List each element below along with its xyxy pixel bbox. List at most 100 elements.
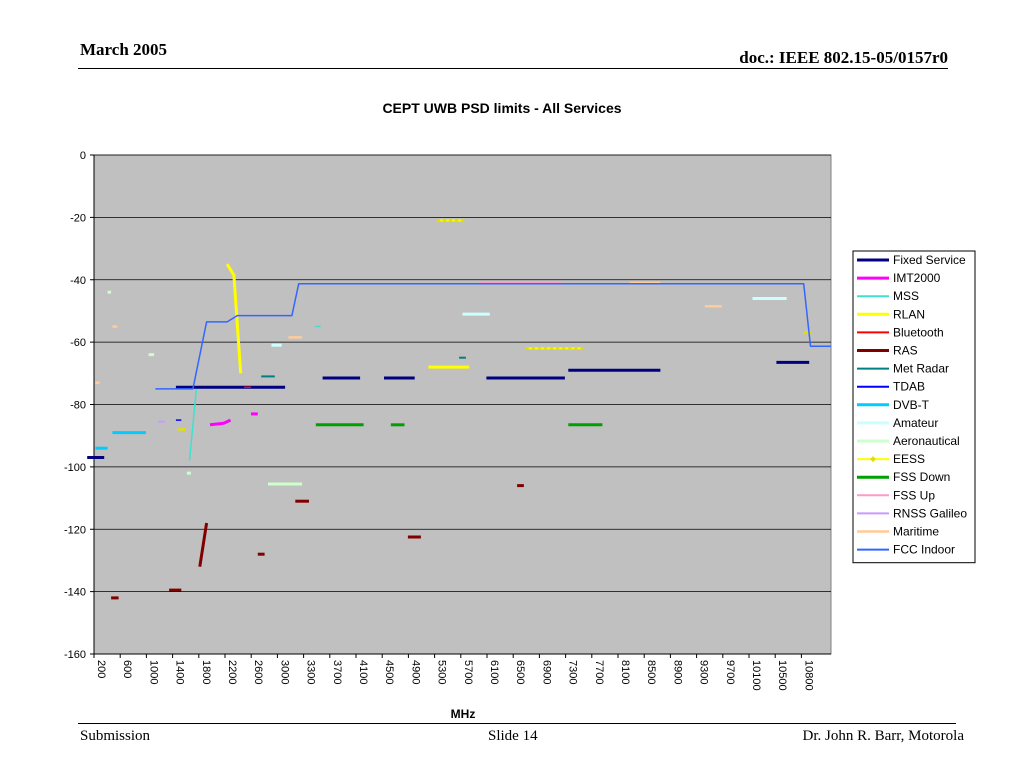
series-marker <box>179 427 184 432</box>
series-marker <box>177 427 182 432</box>
series-segment <box>225 263 243 374</box>
legend-entry: Aeronautical <box>857 434 960 448</box>
series-marker <box>567 346 572 351</box>
series-marker <box>448 218 453 223</box>
legend-label: RLAN <box>893 307 925 321</box>
footer-slide-number: Slide 14 <box>488 728 538 744</box>
series-met-radar <box>261 356 466 378</box>
series-marker <box>561 346 566 351</box>
y-tick-label: 0 <box>80 150 86 162</box>
legend-entry: DVB-T <box>857 398 930 412</box>
legend-entry: Maritime <box>857 525 939 539</box>
x-tick-label: 2200 <box>226 660 238 684</box>
x-tick-label: 7700 <box>593 660 605 684</box>
header-doc-id: doc.: IEEE 802.15-05/0157r0 <box>739 48 948 67</box>
footer-rule <box>78 723 956 724</box>
y-tick-label: -40 <box>70 275 86 287</box>
x-tick-label: 10500 <box>776 660 788 691</box>
y-tick-label: -60 <box>70 337 86 349</box>
series-rlan <box>225 263 470 374</box>
x-tick-label: 7300 <box>567 660 579 684</box>
x-tick-label: 10800 <box>802 660 814 691</box>
legend-entry: Fixed Service <box>857 253 966 267</box>
x-tick-label: 10100 <box>750 660 762 691</box>
y-tick-label: -140 <box>64 587 86 599</box>
x-tick-label: 8900 <box>671 660 683 684</box>
series-eess <box>177 218 812 432</box>
x-tick-label: 4100 <box>357 660 369 684</box>
series-marker <box>525 346 530 351</box>
series-fixed-service <box>87 360 810 459</box>
series-dvb-t <box>95 431 146 450</box>
legend-label: MSS <box>893 289 919 303</box>
series-aeronautical <box>107 290 303 486</box>
y-axis: 0 -20 -40 -60 -80 -100 -120 -140 -160 <box>64 150 95 661</box>
x-tick-label: 1000 <box>147 660 159 684</box>
footer-submission: Submission <box>80 728 151 744</box>
series-marker <box>555 346 560 351</box>
series-marker <box>460 218 465 223</box>
legend-label: FSS Up <box>893 488 935 502</box>
series-maritime <box>95 281 722 384</box>
series-marker <box>442 218 447 223</box>
legend-label: EESS <box>893 452 925 466</box>
x-tick-label: 6100 <box>488 660 500 684</box>
legend: Fixed Service IMT2000 MSS RLAN Bluetooth RAS M… <box>852 250 976 564</box>
legend-label: Fixed Service <box>893 253 966 267</box>
series-marker <box>803 330 808 335</box>
x-tick-label: 8100 <box>619 660 631 684</box>
x-tick-label: 200 <box>95 660 107 678</box>
series-segment <box>155 283 831 390</box>
x-tick-label: 3000 <box>278 660 290 684</box>
legend-label: Amateur <box>893 416 938 430</box>
series-marker <box>531 346 536 351</box>
x-tick-label: 5300 <box>436 660 448 684</box>
y-tick-label: -100 <box>64 462 86 474</box>
x-tick-label: 9300 <box>698 660 710 684</box>
legend-entry: RAS <box>857 344 918 358</box>
series-marker <box>436 218 441 223</box>
series-marker <box>182 427 187 432</box>
x-axis: 200 600 1000 1400 1800 2200 2600 3000 3300 3700 41… <box>93 653 831 691</box>
series-imt2000 <box>209 412 258 427</box>
legend-entry: IMT2000 <box>857 271 941 285</box>
x-tick-label: 9700 <box>724 660 736 684</box>
legend-entry: FCC Indoor <box>857 543 955 557</box>
x-tick-label: 3700 <box>331 660 343 684</box>
x-tick-label: 4500 <box>383 660 395 684</box>
legend-box <box>852 250 976 564</box>
legend-entry: FSS Up <box>857 488 935 502</box>
legend-entry: Amateur <box>857 416 938 430</box>
series-segment <box>209 418 232 427</box>
y-tick-label: -80 <box>70 400 86 412</box>
x-tick-label: 4900 <box>409 660 421 684</box>
series-amateur <box>271 297 787 347</box>
x-tick-label: 6900 <box>540 660 552 684</box>
legend-label: Met Radar <box>893 362 949 376</box>
footer-author: Dr. John R. Barr, Motorola <box>802 728 964 744</box>
legend-entry: Met Radar <box>857 362 949 376</box>
legend-label: FSS Down <box>893 470 950 484</box>
legend-label: TDAB <box>893 380 925 394</box>
legend-label: Aeronautical <box>893 434 960 448</box>
x-tick-label: 8500 <box>645 660 657 684</box>
legend-label: FCC Indoor <box>893 543 955 557</box>
x-tick-label: 600 <box>121 660 133 678</box>
legend-label: Maritime <box>893 525 939 539</box>
chart-title: CEPT UWB PSD limits - All Services <box>382 100 621 116</box>
legend-marker <box>870 456 876 463</box>
x-tick-label: 6500 <box>514 660 526 684</box>
legend-label: DVB-T <box>893 398 930 412</box>
header-date: March 2005 <box>80 40 168 59</box>
header-rule <box>78 68 948 69</box>
series-marker <box>454 218 459 223</box>
y-tick-label: -160 <box>64 649 86 661</box>
legend-entry: RNSS Galileo <box>857 506 967 520</box>
y-tick-label: -120 <box>64 524 86 536</box>
x-tick-label: 1400 <box>174 660 186 684</box>
legend-entry: EESS <box>857 452 925 466</box>
x-tick-label: 3300 <box>305 660 317 684</box>
legend-label: Bluetooth <box>893 325 944 339</box>
legend-entry: RLAN <box>857 307 925 321</box>
